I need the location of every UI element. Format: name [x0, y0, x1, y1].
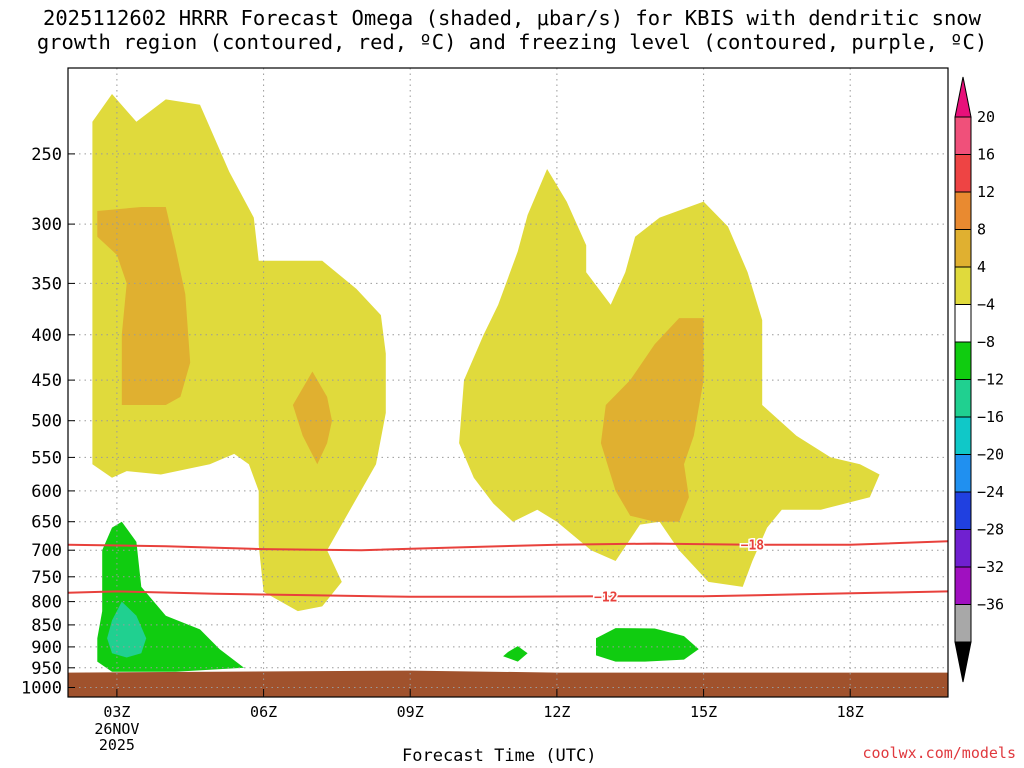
contour-line--12 [68, 590, 948, 598]
colorbar-label: −16 [977, 408, 1004, 426]
x-tick-label: 09Z [397, 703, 424, 721]
x-tick-label: 12Z [543, 703, 570, 721]
colorbar-swatch [954, 116, 972, 155]
colorbar: 20 16 12 8 4 −4 −8 −12 −16 −20 −24 −28 −32 −36 [954, 76, 1004, 683]
title-line-1: 2025112602 HRRR Forecast Omega (shaded, … [43, 6, 981, 30]
colorbar-swatch [954, 491, 972, 530]
y-axis: 2503003504004505005506006507007508008509… [21, 145, 75, 699]
y-tick-label: 700 [31, 541, 62, 561]
y-tick-label: 400 [31, 326, 62, 346]
y-tick-label: 850 [31, 616, 62, 636]
contour-label: −12 [594, 590, 617, 605]
colorbar-swatch [954, 154, 972, 193]
x-tick-label: 06Z [250, 703, 277, 721]
shaded-region-7 [503, 646, 528, 662]
colorbar-swatch [954, 529, 972, 568]
colorbar-swatch [954, 604, 972, 643]
colorbar-label: 20 [977, 108, 995, 126]
chart-title: 2025112602 HRRR Forecast Omega (shaded, … [0, 6, 1024, 54]
x-tick-sublabel: 26NOV [94, 720, 139, 738]
y-tick-label: 1000 [21, 679, 62, 699]
colorbar-swatch [954, 341, 972, 380]
colorbar-swatch [954, 229, 972, 268]
colorbar-swatch [954, 304, 972, 343]
ground-fill [68, 670, 948, 697]
y-tick-label: 500 [31, 412, 62, 432]
shaded-region-4 [600, 318, 704, 522]
y-tick-label: 550 [31, 448, 62, 468]
colorbar-label: −12 [977, 371, 1004, 389]
colorbar-label: −4 [977, 296, 995, 314]
y-tick-label: 350 [31, 274, 62, 294]
x-tick-label: 18Z [837, 703, 864, 721]
omega-shading [92, 94, 880, 672]
colorbar-swatch [954, 379, 972, 418]
colorbar-label: 8 [977, 221, 986, 239]
shaded-region-3 [292, 371, 332, 465]
y-tick-label: 600 [31, 482, 62, 502]
y-tick-label: 450 [31, 371, 62, 391]
colorbar-label: 16 [977, 146, 995, 164]
colorbar-label: −36 [977, 596, 1004, 614]
y-tick-label: 800 [31, 593, 62, 613]
y-tick-label: 250 [31, 145, 62, 165]
x-axis-title: Forecast Time (UTC) [402, 746, 597, 766]
grid-lines [68, 68, 948, 697]
x-tick-label: 15Z [690, 703, 717, 721]
shaded-region-2 [97, 207, 191, 405]
title-line-2: growth region (contoured, red, ºC) and f… [36, 30, 988, 54]
contour-label: −18 [741, 539, 765, 554]
credit-text: coolwx.com/models [862, 744, 1016, 762]
colorbar-top-arrow [954, 76, 972, 118]
y-tick-label: 750 [31, 568, 62, 588]
contour-lines: −18 −12 [68, 537, 948, 607]
colorbar-label: 12 [977, 183, 995, 201]
colorbar-label: −28 [977, 521, 1004, 539]
y-tick-label: 950 [31, 659, 62, 679]
x-tick-label: 03Z [103, 703, 130, 721]
colorbar-swatch [954, 416, 972, 455]
ground-block [68, 670, 948, 697]
colorbar-label: −32 [977, 558, 1004, 576]
y-tick-label: 900 [31, 638, 62, 658]
colorbar-bottom-arrow [954, 641, 972, 683]
colorbar-label: −20 [977, 446, 1004, 464]
colorbar-swatch [954, 266, 972, 305]
shaded-region-8 [596, 628, 699, 662]
x-tick-sublabel: 2025 [99, 736, 135, 754]
colorbar-swatch [954, 191, 972, 230]
y-tick-label: 300 [31, 215, 62, 235]
colorbar-label: −8 [977, 333, 995, 351]
colorbar-label: 4 [977, 258, 986, 276]
y-tick-label: 650 [31, 513, 62, 533]
contour-line--18 [68, 540, 948, 552]
shaded-region-6 [107, 601, 147, 658]
colorbar-swatch [954, 566, 972, 605]
colorbar-label: −24 [977, 483, 1004, 501]
colorbar-swatch [954, 454, 972, 493]
plot-frame [67, 67, 949, 698]
